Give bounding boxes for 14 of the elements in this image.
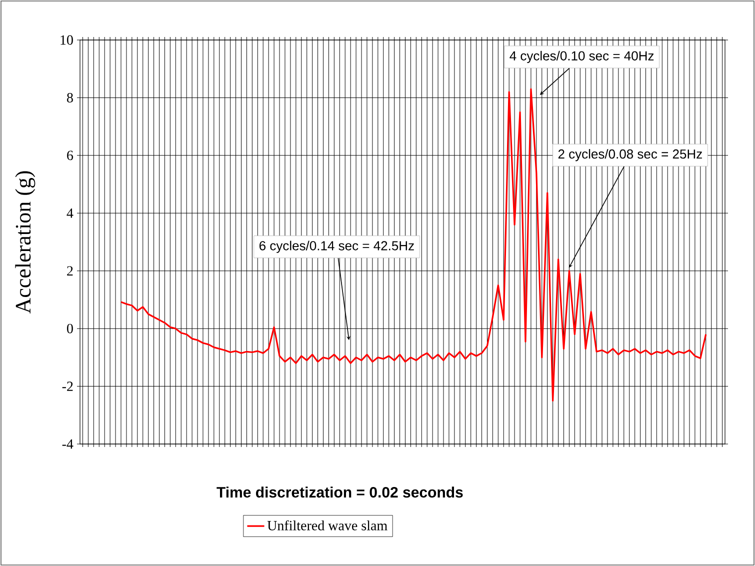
y-tick-label: -4 <box>62 439 74 449</box>
y-tick-label: 6 <box>67 150 74 160</box>
x-axis-title: Time discretization = 0.02 seconds <box>216 486 463 498</box>
y-tick-label: -2 <box>62 382 73 391</box>
y-tick-label: 10 <box>60 35 73 45</box>
y-tick-label: 4 <box>66 208 74 218</box>
y-axis-title: Acceleration (g) <box>15 171 36 314</box>
y-tick-label: 0 <box>67 324 73 334</box>
legend-label: Unfiltered wave slam <box>267 520 388 530</box>
annotation: 6 cycles/0.14 sec = 42.5Hz <box>260 240 414 253</box>
annotation: 4 cycles/0.10 sec = 40Hz <box>510 50 654 64</box>
y-tick-label: 8 <box>67 92 73 102</box>
y-tick-label: 2 <box>67 266 73 276</box>
annotation: 2 cycles/0.08 sec = 25Hz <box>558 149 702 162</box>
